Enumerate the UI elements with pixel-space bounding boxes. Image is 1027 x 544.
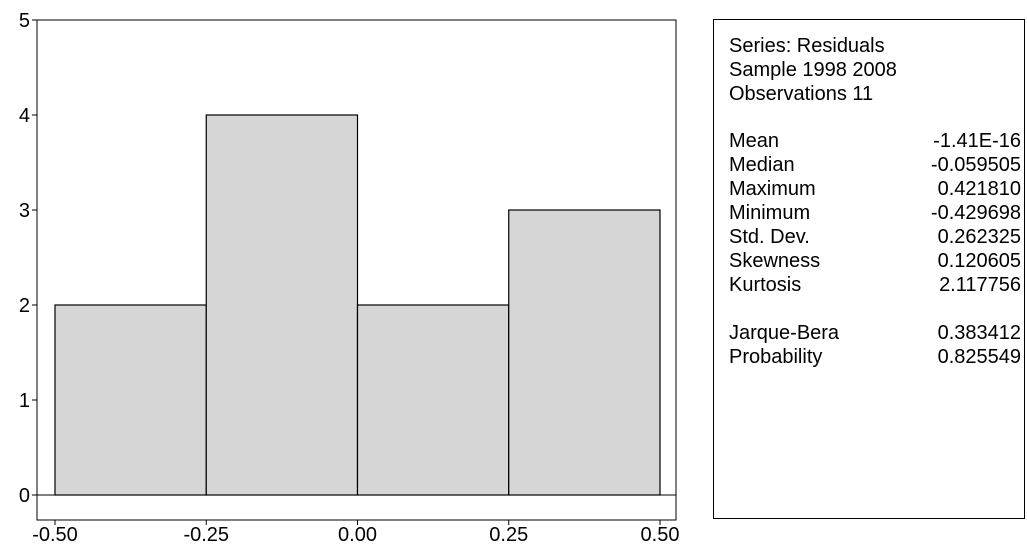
stat-label: Maximum [729,178,816,200]
stat-label: Mean [729,130,780,152]
stat-label: Probability [729,346,823,368]
x-tick-label: 0.25 [489,524,528,544]
y-tick-label: 3 [19,200,30,222]
histogram-bars [54,114,661,496]
stat-value: 0.262325 [937,226,1021,248]
stat-label: Median [729,154,795,176]
stat-value: -1.41E-16 [933,130,1021,152]
stat-value: -0.429698 [930,202,1021,224]
series-name: Series: Residuals [729,35,885,57]
stat-value: 0.421810 [937,178,1021,200]
y-tick-label: 5 [19,10,30,32]
stat-value: 0.120605 [937,250,1021,272]
stat-label: Std. Dev. [729,226,810,248]
y-tick-label: 2 [19,295,30,317]
histogram-bar-3 [356,304,510,496]
histogram-chart: 0 1 2 3 4 5 -0.50 -0.25 0.00 0.25 0.50 [19,10,680,544]
stat-label: Kurtosis [729,274,802,296]
y-tick-label: 1 [19,390,30,412]
stat-label: Jarque-Bera [729,322,840,344]
observations-count: Observations 11 [729,83,874,105]
y-tick-label: 4 [19,105,30,127]
stat-value: -0.059505 [930,154,1021,176]
statistics-panel: Series: Residuals Sample 1998 2008 Obser… [713,19,1025,519]
x-tick-label: -0.50 [32,524,78,544]
histogram-bar-2 [205,114,359,496]
histogram-bar-4 [508,209,661,496]
x-tick-label: 0.50 [641,524,680,544]
axes: 0 1 2 3 4 5 -0.50 -0.25 0.00 0.25 0.50 [19,10,680,544]
stat-label: Minimum [729,202,811,224]
x-tick-label: 0.00 [338,524,377,544]
stat-label: Skewness [729,250,821,272]
y-tick-label: 0 [19,485,30,507]
stat-value: 2.117756 [939,274,1021,296]
histogram-bar-1 [54,304,207,496]
x-tick-label: -0.25 [183,524,229,544]
sample-range: Sample 1998 2008 [729,59,897,81]
stat-value: 0.825549 [937,346,1021,368]
stat-value: 0.383412 [937,322,1021,344]
